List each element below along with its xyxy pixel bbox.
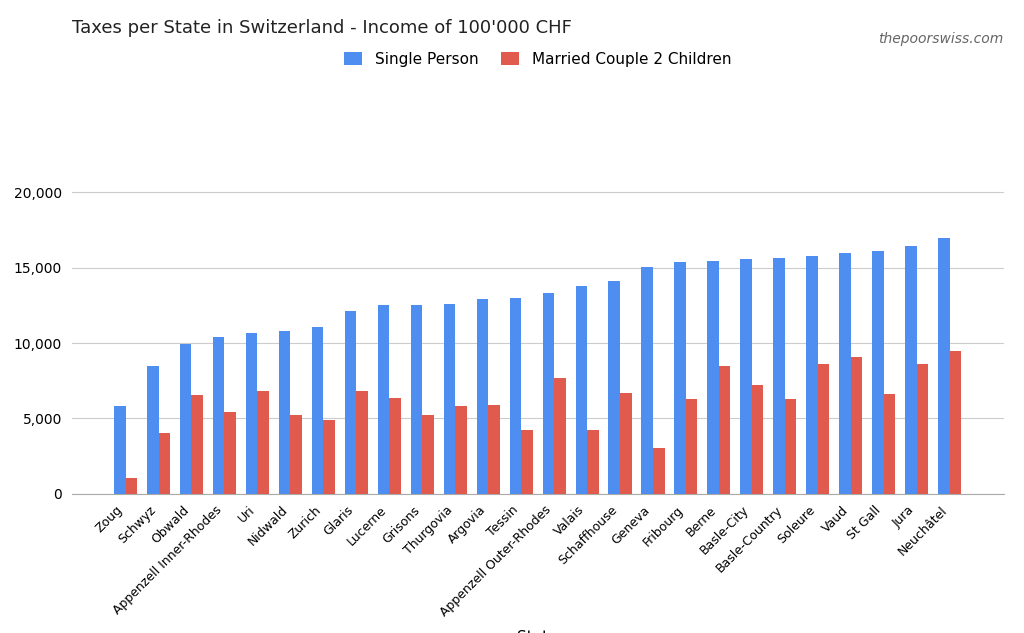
Bar bbox=[356, 391, 368, 494]
Bar bbox=[752, 385, 763, 494]
Bar bbox=[488, 405, 500, 494]
Bar bbox=[279, 331, 291, 494]
Text: thepoorswiss.com: thepoorswiss.com bbox=[879, 32, 1004, 46]
Bar bbox=[740, 260, 752, 494]
Bar bbox=[114, 406, 126, 494]
Bar bbox=[872, 251, 884, 494]
Bar bbox=[521, 430, 532, 494]
Bar bbox=[949, 351, 962, 494]
Bar bbox=[246, 333, 257, 494]
Bar bbox=[422, 415, 434, 494]
Bar bbox=[191, 395, 203, 494]
Bar bbox=[719, 366, 730, 494]
Bar bbox=[213, 337, 224, 494]
Bar bbox=[784, 399, 797, 494]
Bar bbox=[608, 281, 620, 494]
Bar bbox=[257, 391, 269, 494]
Bar bbox=[641, 267, 653, 494]
Bar bbox=[126, 478, 137, 494]
Bar bbox=[675, 261, 686, 494]
Bar bbox=[806, 256, 818, 494]
Bar bbox=[147, 366, 159, 494]
Bar bbox=[851, 356, 862, 494]
Bar bbox=[554, 378, 565, 494]
Bar bbox=[159, 434, 170, 494]
Bar bbox=[818, 364, 829, 494]
X-axis label: State: State bbox=[517, 630, 558, 633]
Bar bbox=[180, 344, 191, 494]
Bar bbox=[620, 392, 632, 494]
Bar bbox=[456, 406, 467, 494]
Bar bbox=[291, 415, 302, 494]
Bar bbox=[543, 293, 554, 494]
Bar bbox=[916, 364, 928, 494]
Legend: Single Person, Married Couple 2 Children: Single Person, Married Couple 2 Children bbox=[344, 52, 731, 67]
Bar bbox=[510, 298, 521, 494]
Bar bbox=[575, 285, 587, 494]
Bar bbox=[884, 394, 895, 494]
Bar bbox=[411, 305, 422, 494]
Text: Taxes per State in Switzerland - Income of 100'000 CHF: Taxes per State in Switzerland - Income … bbox=[72, 19, 571, 37]
Bar bbox=[476, 299, 488, 494]
Bar bbox=[708, 261, 719, 494]
Bar bbox=[378, 305, 389, 494]
Bar bbox=[840, 253, 851, 494]
Bar bbox=[345, 311, 356, 494]
Bar bbox=[587, 430, 599, 494]
Bar bbox=[938, 237, 949, 494]
Bar bbox=[312, 327, 324, 494]
Bar bbox=[686, 399, 697, 494]
Bar bbox=[905, 246, 916, 494]
Bar bbox=[224, 412, 236, 494]
Bar bbox=[389, 398, 400, 494]
Bar bbox=[324, 420, 335, 494]
Bar bbox=[443, 304, 456, 494]
Bar bbox=[773, 258, 784, 494]
Bar bbox=[653, 448, 665, 494]
